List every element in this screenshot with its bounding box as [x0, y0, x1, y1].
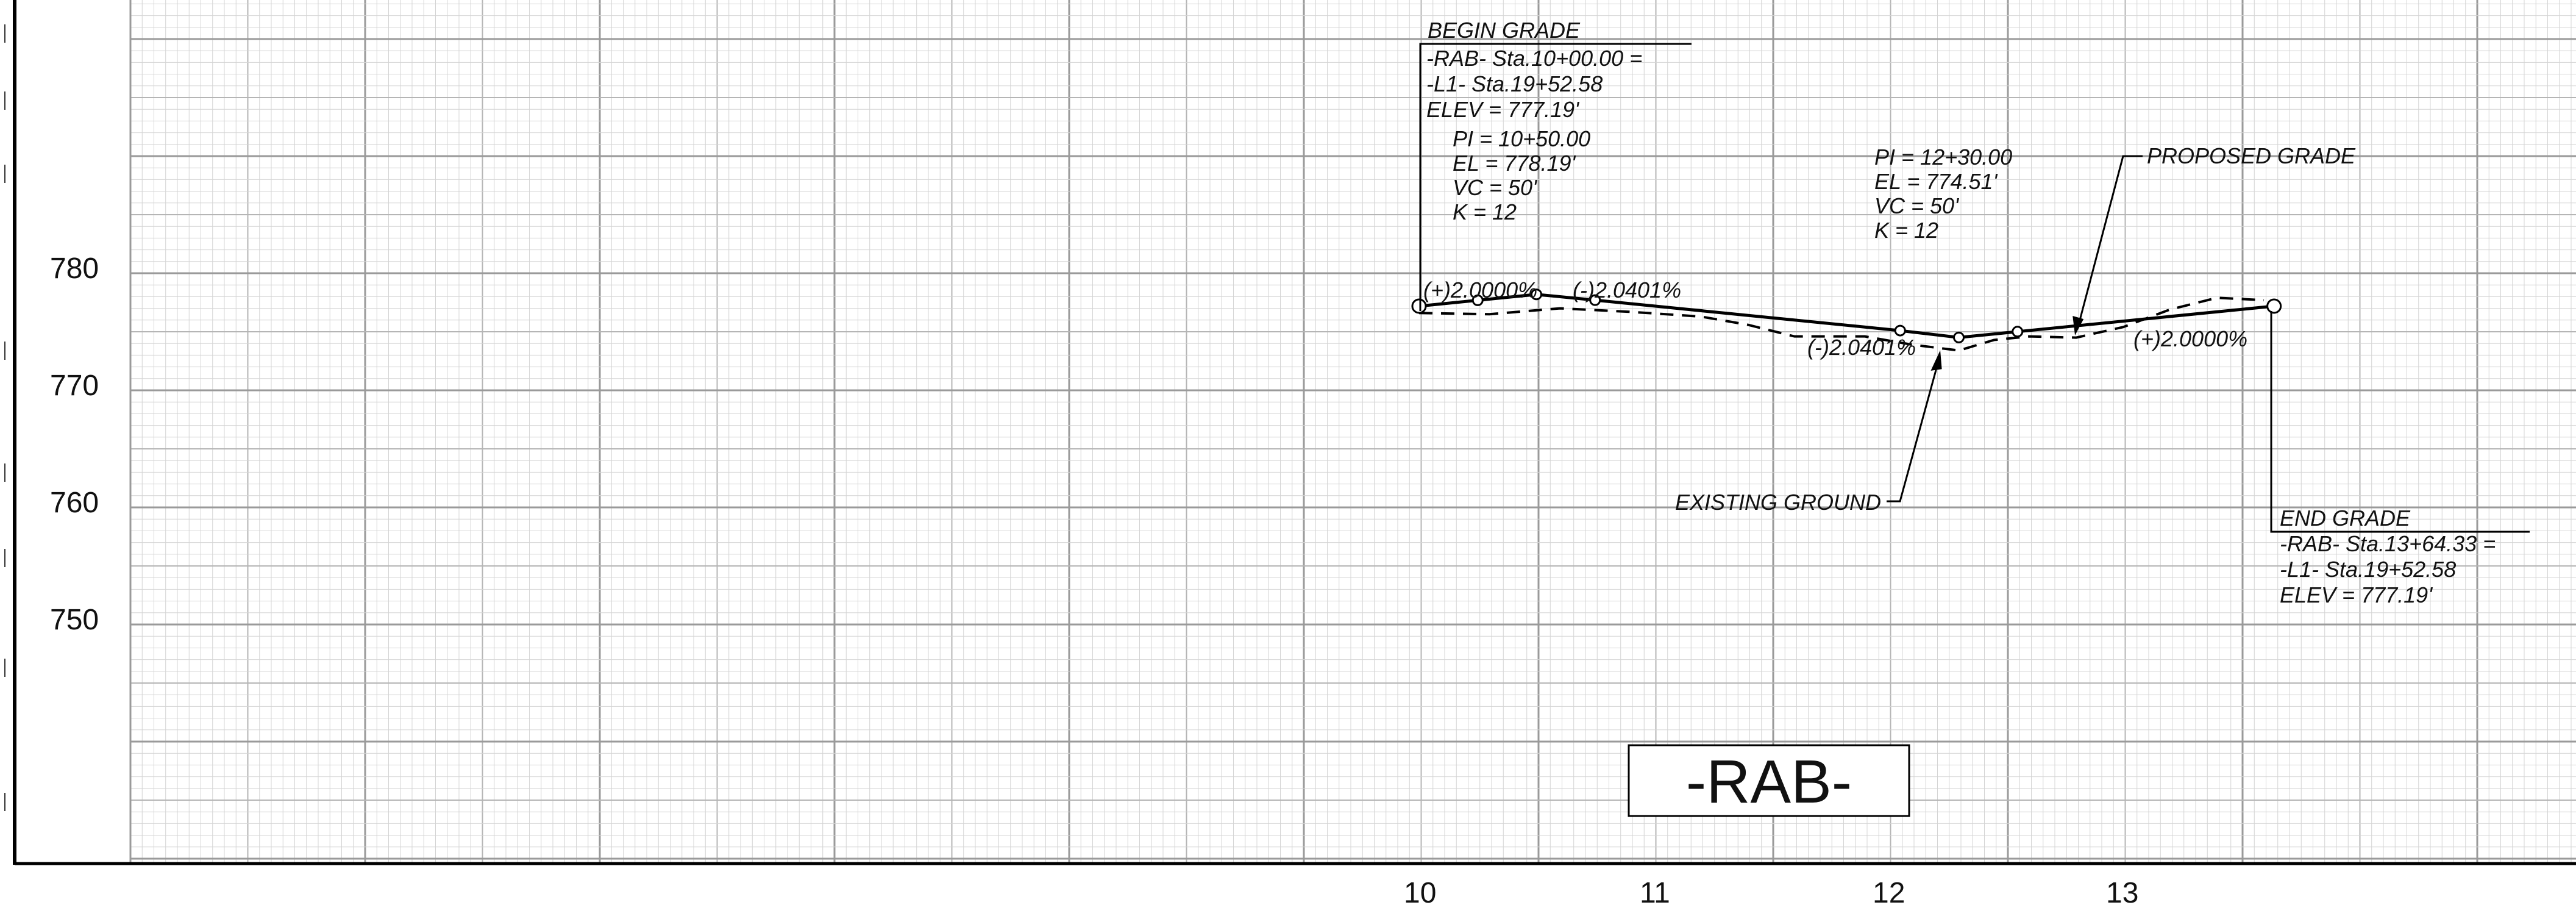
- proposed-grade-label: PROPOSED GRADE: [2147, 143, 2356, 168]
- end-grade-heading: END GRADE: [2280, 506, 2411, 531]
- grade-label: (-)2.0401%: [1573, 277, 1681, 302]
- y-tick-label: 760: [50, 487, 99, 519]
- leaders: [1419, 43, 2530, 533]
- end-grade-line: ELEV = 777.19': [2280, 582, 2433, 607]
- grade-point: [1953, 331, 1965, 343]
- x-tick-label: 10: [1404, 877, 1436, 909]
- begin-grade-leader: [1419, 43, 1692, 311]
- grade-point: [2266, 298, 2282, 314]
- existing-ground-line: [1418, 296, 2265, 352]
- grade-point: [2012, 326, 2024, 338]
- existing-ground-arrow: [1930, 350, 1942, 371]
- pvi-1-line: PI = 10+50.00: [1453, 126, 1590, 151]
- grade-point: [1531, 288, 1542, 301]
- begin-grade-line: ELEV = 777.19': [1426, 97, 1579, 122]
- proposed-grade-path: [1418, 293, 2274, 339]
- begin-grade-line: -L1- Sta.19+52.58: [1426, 71, 1603, 96]
- pvi-1-line: EL = 778.19': [1453, 151, 1576, 176]
- grade-point: [1471, 294, 1484, 306]
- pvi-1-line: VC = 50': [1453, 175, 1537, 200]
- existing-ground-leader: [1887, 356, 1941, 503]
- proposed-grade-arrow: [2073, 315, 2084, 335]
- pvi-1-line: K = 12: [1453, 199, 1517, 224]
- proposed-grade-leader: [2076, 155, 2143, 330]
- end-grade-line: -RAB- Sta.13+64.33 =: [2280, 531, 2496, 556]
- begin-grade-note: BEGIN GRADE -RAB- Sta.10+00.00 = -L1- St…: [1426, 18, 1642, 122]
- pvi-2-note: PI = 12+30.00 EL = 774.51' VC = 50' K = …: [1874, 145, 2012, 243]
- y-tick-label: 780: [50, 252, 99, 285]
- pvi-2-line: VC = 50': [1874, 193, 1959, 218]
- pvi-1-note: PI = 10+50.00 EL = 778.19' VC = 50' K = …: [1453, 126, 1590, 224]
- grade-point: [1589, 294, 1601, 306]
- grade-label: (+)2.0000%: [1423, 277, 1537, 302]
- title-box: -RAB-: [1628, 744, 1910, 817]
- proposed-grade-line: [1411, 288, 2282, 343]
- grade-point: [1411, 298, 1427, 314]
- x-tick-labels: 10 11 12 13: [1404, 877, 2138, 909]
- end-grade-note: END GRADE -RAB- Sta.13+64.33 = -L1- Sta.…: [2280, 506, 2496, 607]
- profile-title: -RAB-: [1686, 748, 1852, 816]
- grade-label: (+)2.0000%: [2133, 326, 2247, 351]
- y-tick-labels: 780 770 760 750: [50, 252, 99, 636]
- pvi-2-line: EL = 774.51': [1874, 169, 1998, 194]
- grade-label: (-)2.0401%: [1807, 335, 1916, 360]
- begin-grade-heading: BEGIN GRADE: [1428, 18, 1581, 43]
- existing-ground-path: [1418, 296, 2265, 352]
- x-tick-label: 11: [1640, 877, 1670, 909]
- grid: [129, 0, 2576, 864]
- grade-point: [1894, 324, 1906, 337]
- x-tick-label: 12: [1873, 877, 1905, 909]
- y-tick-label: 750: [50, 604, 99, 636]
- begin-grade-line: -RAB- Sta.10+00.00 =: [1426, 46, 1642, 71]
- y-tick-label: 770: [50, 370, 99, 402]
- end-grade-leader: [2270, 311, 2530, 533]
- end-grade-line: -L1- Sta.19+52.58: [2280, 557, 2456, 582]
- title-box-frame: [1628, 744, 1910, 817]
- x-tick-label: 13: [2106, 877, 2138, 909]
- existing-ground-label: EXISTING GROUND: [1675, 490, 1881, 515]
- pvi-2-line: PI = 12+30.00: [1874, 145, 2012, 170]
- pvi-2-line: K = 12: [1874, 218, 1938, 243]
